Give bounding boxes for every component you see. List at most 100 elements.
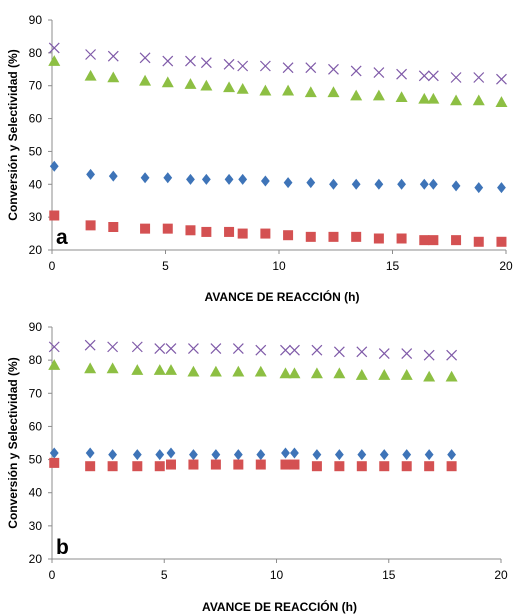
data-point-diamond <box>86 168 95 180</box>
data-point-diamond <box>85 447 95 459</box>
data-point-triangle <box>327 86 340 98</box>
data-point-diamond <box>132 449 142 461</box>
data-point-triangle <box>223 81 236 93</box>
data-point-diamond <box>428 178 438 190</box>
data-point-triangle <box>131 364 144 375</box>
data-point-triangle <box>395 91 408 103</box>
data-point-square <box>201 226 212 237</box>
chart-panel-a: 20 30 40 50 60 70 80 90 0 5 10 15 20 AVANCE DE REACCI… <box>6 13 513 304</box>
data-point-triangle <box>187 365 200 377</box>
data-point-square <box>237 228 248 239</box>
data-point-square <box>289 459 300 470</box>
y-tick-label: 20 <box>29 552 43 566</box>
data-point-diamond <box>397 178 406 190</box>
series-diamond <box>49 160 506 194</box>
data-point-square <box>401 461 412 472</box>
data-point-diamond <box>238 173 248 185</box>
data-point-triangle <box>236 83 249 94</box>
data-point-cross <box>427 70 439 82</box>
y-tick-label: 50 <box>29 453 43 467</box>
data-point-diamond <box>424 449 434 461</box>
data-point-triangle <box>84 69 97 81</box>
data-point-square <box>280 459 291 470</box>
data-point-square <box>446 461 457 472</box>
data-point-cross <box>210 343 222 354</box>
data-point-square <box>85 461 96 472</box>
data-point-triangle <box>310 367 323 379</box>
data-point-diamond <box>224 173 234 185</box>
data-point-diamond <box>233 449 243 461</box>
x-axis-label: AVANCE DE REACCIÓN (h) <box>205 289 360 304</box>
data-point-triangle <box>288 367 301 379</box>
data-point-square <box>351 231 362 242</box>
data-point-cross <box>373 67 385 78</box>
data-point-diamond <box>201 173 211 185</box>
data-point-cross <box>496 73 507 85</box>
data-point-cross <box>84 339 96 351</box>
data-point-square <box>496 236 507 247</box>
data-point-diamond <box>306 177 316 189</box>
data-point-triangle <box>200 79 213 91</box>
y-tick-label: 90 <box>29 320 43 334</box>
data-point-square <box>49 210 60 221</box>
data-point-triangle <box>472 94 485 106</box>
panel-label: a <box>56 226 68 249</box>
data-point-triangle <box>355 369 368 380</box>
data-point-diamond <box>474 182 484 194</box>
data-point-square <box>428 235 439 246</box>
data-point-diamond <box>49 160 59 172</box>
data-point-diamond <box>290 447 299 459</box>
data-point-square <box>185 225 196 236</box>
panel-label: b <box>56 536 69 559</box>
data-point-cross <box>131 341 143 353</box>
y-tick-label: 20 <box>29 243 43 257</box>
data-point-diamond <box>140 172 150 184</box>
data-point-cross <box>350 65 362 77</box>
data-point-diamond <box>374 178 384 190</box>
data-point-diamond <box>108 170 118 182</box>
y-tick-label: 80 <box>29 46 43 60</box>
data-point-diamond <box>451 180 461 192</box>
data-point-triangle <box>378 369 391 380</box>
x-tick-label: 0 <box>49 568 56 582</box>
data-point-cross <box>237 60 249 72</box>
data-point-cross <box>185 55 196 67</box>
data-point-square <box>424 461 435 472</box>
data-point-diamond <box>49 447 59 459</box>
data-point-cross <box>289 344 300 356</box>
data-point-diamond <box>155 449 165 461</box>
data-point-cross <box>107 50 119 62</box>
x-tick-label: 15 <box>386 259 400 273</box>
data-point-cross <box>401 348 413 359</box>
data-point-triangle <box>232 365 245 377</box>
data-point-square <box>154 461 165 472</box>
data-point-triangle <box>164 364 177 375</box>
data-point-triangle <box>282 84 295 96</box>
data-point-cross <box>423 349 435 361</box>
data-point-triangle <box>400 369 413 380</box>
data-point-square <box>283 230 294 241</box>
data-point-cross <box>48 42 60 54</box>
x-tick-label: 20 <box>499 259 513 273</box>
data-point-triangle <box>153 364 166 375</box>
data-point-triangle <box>445 370 458 382</box>
data-point-diamond <box>334 449 344 461</box>
data-point-square <box>49 457 60 468</box>
data-point-square <box>311 461 322 472</box>
series-triangle <box>48 55 508 107</box>
data-point-square <box>473 236 484 247</box>
y-tick-label: 40 <box>29 486 43 500</box>
data-point-triangle <box>254 365 267 377</box>
data-point-cross <box>232 343 244 354</box>
data-point-square <box>396 233 407 244</box>
data-point-diamond <box>329 178 338 190</box>
data-point-triangle <box>279 367 292 379</box>
data-point-triangle <box>450 94 463 106</box>
data-point-triangle <box>84 362 97 374</box>
data-point-cross <box>162 55 174 67</box>
data-point-square <box>107 461 118 472</box>
data-point-square <box>356 461 367 472</box>
data-point-square <box>224 226 235 237</box>
data-point-diamond <box>189 449 198 461</box>
data-point-square <box>451 235 462 246</box>
